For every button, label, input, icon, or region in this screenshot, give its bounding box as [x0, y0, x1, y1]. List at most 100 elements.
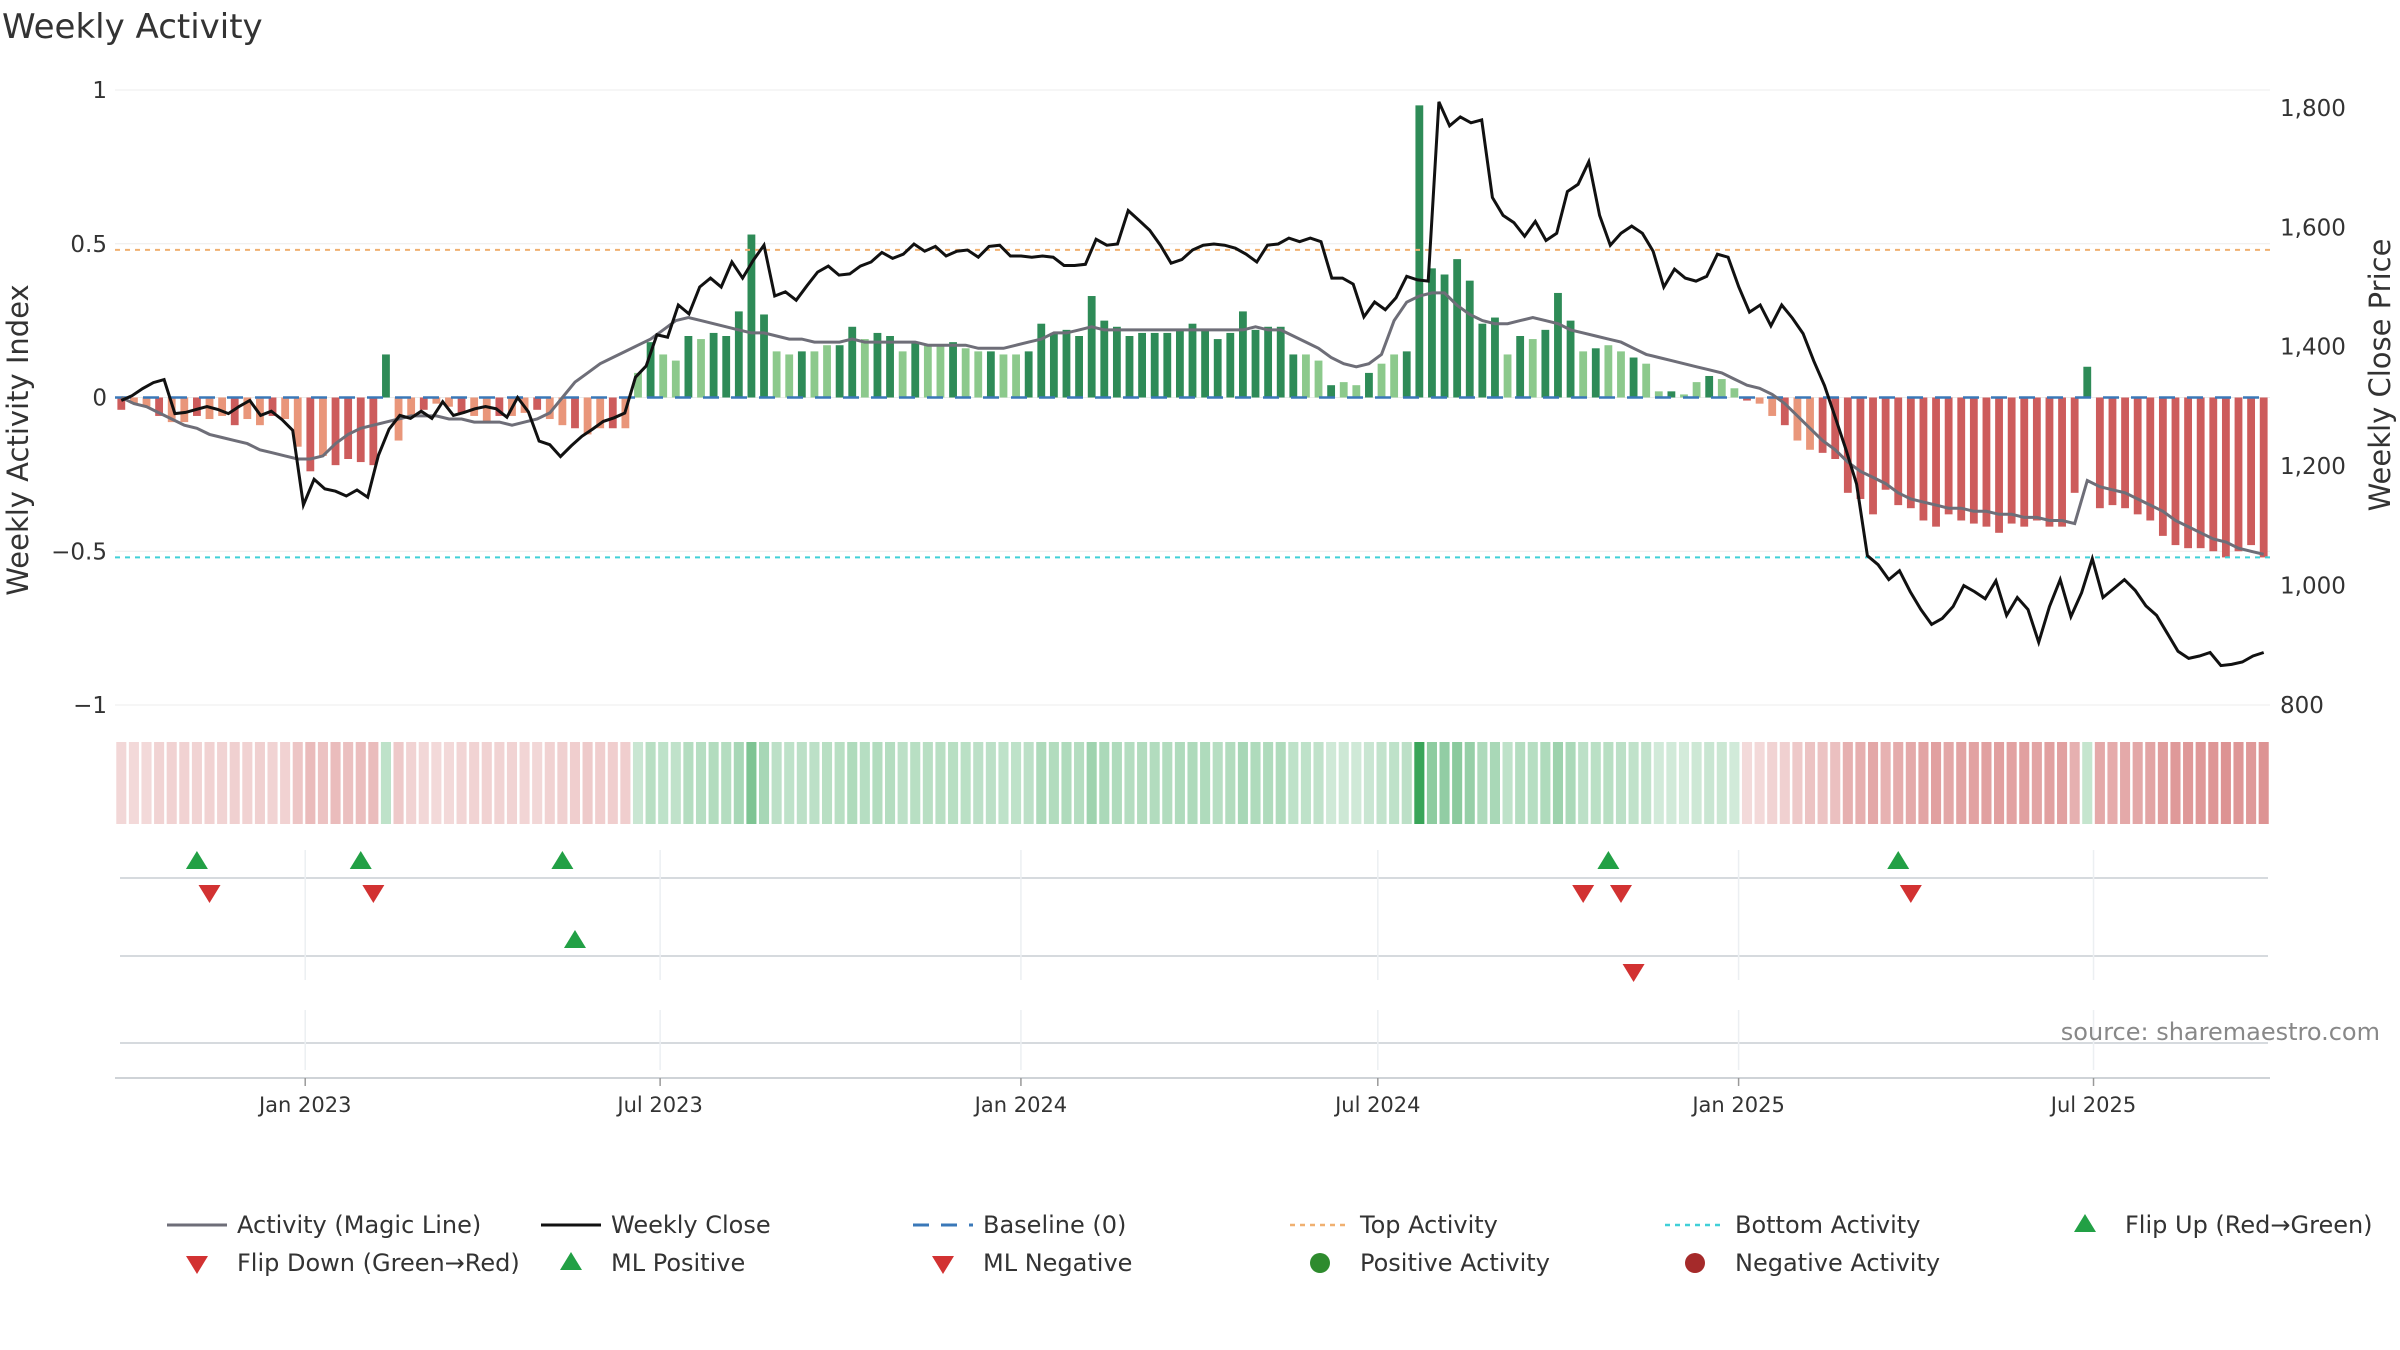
- activity-bar: [1024, 351, 1033, 398]
- legend-item: Weekly Close: [541, 1211, 771, 1239]
- strip-cell: [821, 742, 833, 824]
- strip-cell: [1061, 742, 1072, 824]
- activity-bar: [1390, 354, 1399, 398]
- strip-cell: [721, 742, 732, 824]
- activity-bar: [986, 351, 995, 398]
- activity-bar: [2032, 397, 2041, 521]
- strip-cell: [695, 742, 707, 824]
- activity-bar: [129, 397, 138, 404]
- activity-bar: [1049, 332, 1058, 398]
- legend-label: Weekly Close: [611, 1211, 771, 1239]
- activity-bar: [1062, 329, 1071, 398]
- y2-tick-label: 1,400: [2280, 335, 2346, 361]
- strip-cell: [922, 742, 933, 824]
- strip-cell: [1981, 742, 1992, 824]
- activity-bar: [1415, 105, 1424, 398]
- strip-cell: [1376, 742, 1387, 824]
- activity-bar: [306, 397, 315, 472]
- strip-cell: [1578, 742, 1589, 824]
- strip-cell: [1830, 742, 1841, 824]
- strip-cell: [1527, 742, 1538, 824]
- activity-bar: [1150, 332, 1159, 398]
- legend-flip-down-icon: [186, 1256, 208, 1274]
- strip-cell: [1225, 742, 1236, 824]
- legend: Activity (Magic Line) Weekly Close Baselin…: [167, 1211, 2373, 1277]
- legend-label: Negative Activity: [1735, 1249, 1940, 1277]
- strip-cell: [1263, 742, 1274, 824]
- legend-label: Bottom Activity: [1735, 1211, 1920, 1239]
- activity-bar: [407, 397, 416, 416]
- activity-bar: [608, 397, 617, 429]
- strip-cell: [607, 742, 618, 824]
- strip-cell: [1174, 742, 1185, 824]
- strip-cell: [897, 742, 908, 824]
- activity-bar: [1932, 397, 1940, 527]
- activity-bar: [810, 351, 819, 398]
- activity-bar: [2020, 397, 2029, 527]
- strip-cell: [1464, 742, 1475, 824]
- strip-cell: [658, 742, 669, 824]
- activity-bar: [974, 351, 983, 398]
- activity-bar: [1617, 351, 1625, 398]
- activity-bar: [1100, 320, 1109, 398]
- legend-item: Top Activity: [1290, 1211, 1498, 1239]
- activity-bar: [1440, 274, 1449, 398]
- left-y-axis: 1 0.5 0 −0.5 −1: [51, 78, 107, 719]
- flip-events-panel: [115, 850, 2270, 1079]
- strip-cell: [2057, 742, 2068, 824]
- activity-bar: [684, 336, 693, 398]
- activity-bar: [1969, 397, 1978, 524]
- series-lines: [120, 101, 2265, 668]
- strip-cell: [1792, 742, 1803, 824]
- source-credit: source: sharemaestro.com: [2061, 1018, 2380, 1046]
- activity-bar: [583, 397, 592, 435]
- activity-bar: [1213, 339, 1222, 398]
- activity-bar: [1566, 320, 1575, 398]
- strip-cell: [1691, 742, 1702, 824]
- activity-bar: [1919, 397, 1928, 521]
- activity-bar: [1314, 360, 1323, 398]
- activity-bar: [1352, 385, 1361, 398]
- strip-cell: [116, 742, 127, 824]
- activity-bar: [936, 345, 945, 398]
- strip-cell: [1767, 742, 1778, 824]
- strip-cell: [1628, 742, 1639, 824]
- legend-item: Negative Activity: [1685, 1249, 1940, 1277]
- activity-bar: [785, 354, 794, 398]
- activity-bar: [482, 397, 491, 423]
- activity-bar: [1163, 332, 1172, 398]
- strip-cell: [1817, 742, 1828, 824]
- activity-bar: [1201, 329, 1210, 398]
- strip-cell: [1036, 742, 1047, 824]
- strip-cell: [330, 742, 341, 824]
- legend-label: ML Positive: [611, 1249, 745, 1277]
- strip-cell: [380, 742, 391, 824]
- activity-bar: [1226, 332, 1235, 398]
- y-tick-label: 0.5: [70, 232, 107, 258]
- strip-cell: [217, 742, 228, 824]
- strip-cell: [1401, 742, 1412, 824]
- activity-bar: [873, 332, 882, 398]
- strip-cell: [2044, 742, 2055, 824]
- activity-bar: [1327, 385, 1336, 398]
- strip-cell: [809, 742, 820, 824]
- strip-cell: [2019, 742, 2030, 824]
- strip-cell: [582, 742, 593, 824]
- reference-lines: [115, 248, 2270, 559]
- activity-bar: [2171, 397, 2180, 546]
- activity-bar: [1276, 326, 1285, 398]
- strip-cell: [910, 742, 921, 824]
- activity-bar: [1112, 326, 1121, 398]
- activity-bar: [1037, 323, 1046, 398]
- activity-bar: [2221, 397, 2230, 558]
- activity-bar: [470, 397, 479, 416]
- strip-cell: [1414, 742, 1425, 824]
- strip-cell: [1275, 742, 1286, 824]
- legend-label: Top Activity: [1359, 1211, 1498, 1239]
- activity-bar: [1793, 397, 1802, 441]
- chart-title: Weekly Activity: [2, 7, 263, 47]
- legend-ml-positive-icon: [560, 1252, 582, 1270]
- activity-bar: [571, 397, 579, 429]
- magic-line-series: [120, 291, 2265, 556]
- strip-cell: [1641, 742, 1652, 824]
